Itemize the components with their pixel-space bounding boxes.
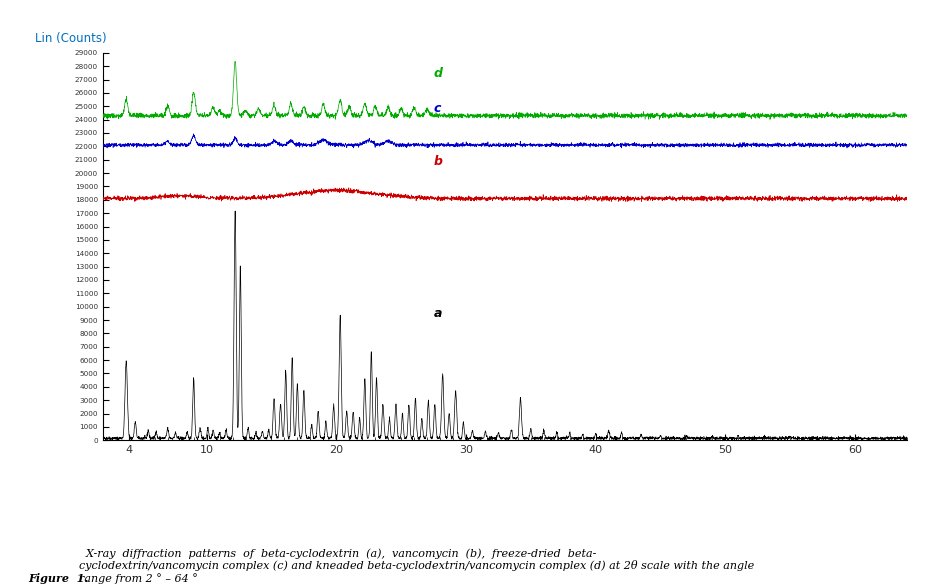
Text: Figure  1.: Figure 1. [28, 573, 89, 584]
Text: b: b [434, 155, 442, 168]
Text: d: d [434, 67, 442, 80]
Text: c: c [434, 102, 441, 114]
Text: a: a [434, 308, 442, 321]
Text: Lin (Counts): Lin (Counts) [35, 32, 107, 45]
Text: X-ray  diffraction  patterns  of  beta-cyclodextrin  (a),  vancomycin  (b),  fre: X-ray diffraction patterns of beta-cyclo… [79, 548, 755, 584]
